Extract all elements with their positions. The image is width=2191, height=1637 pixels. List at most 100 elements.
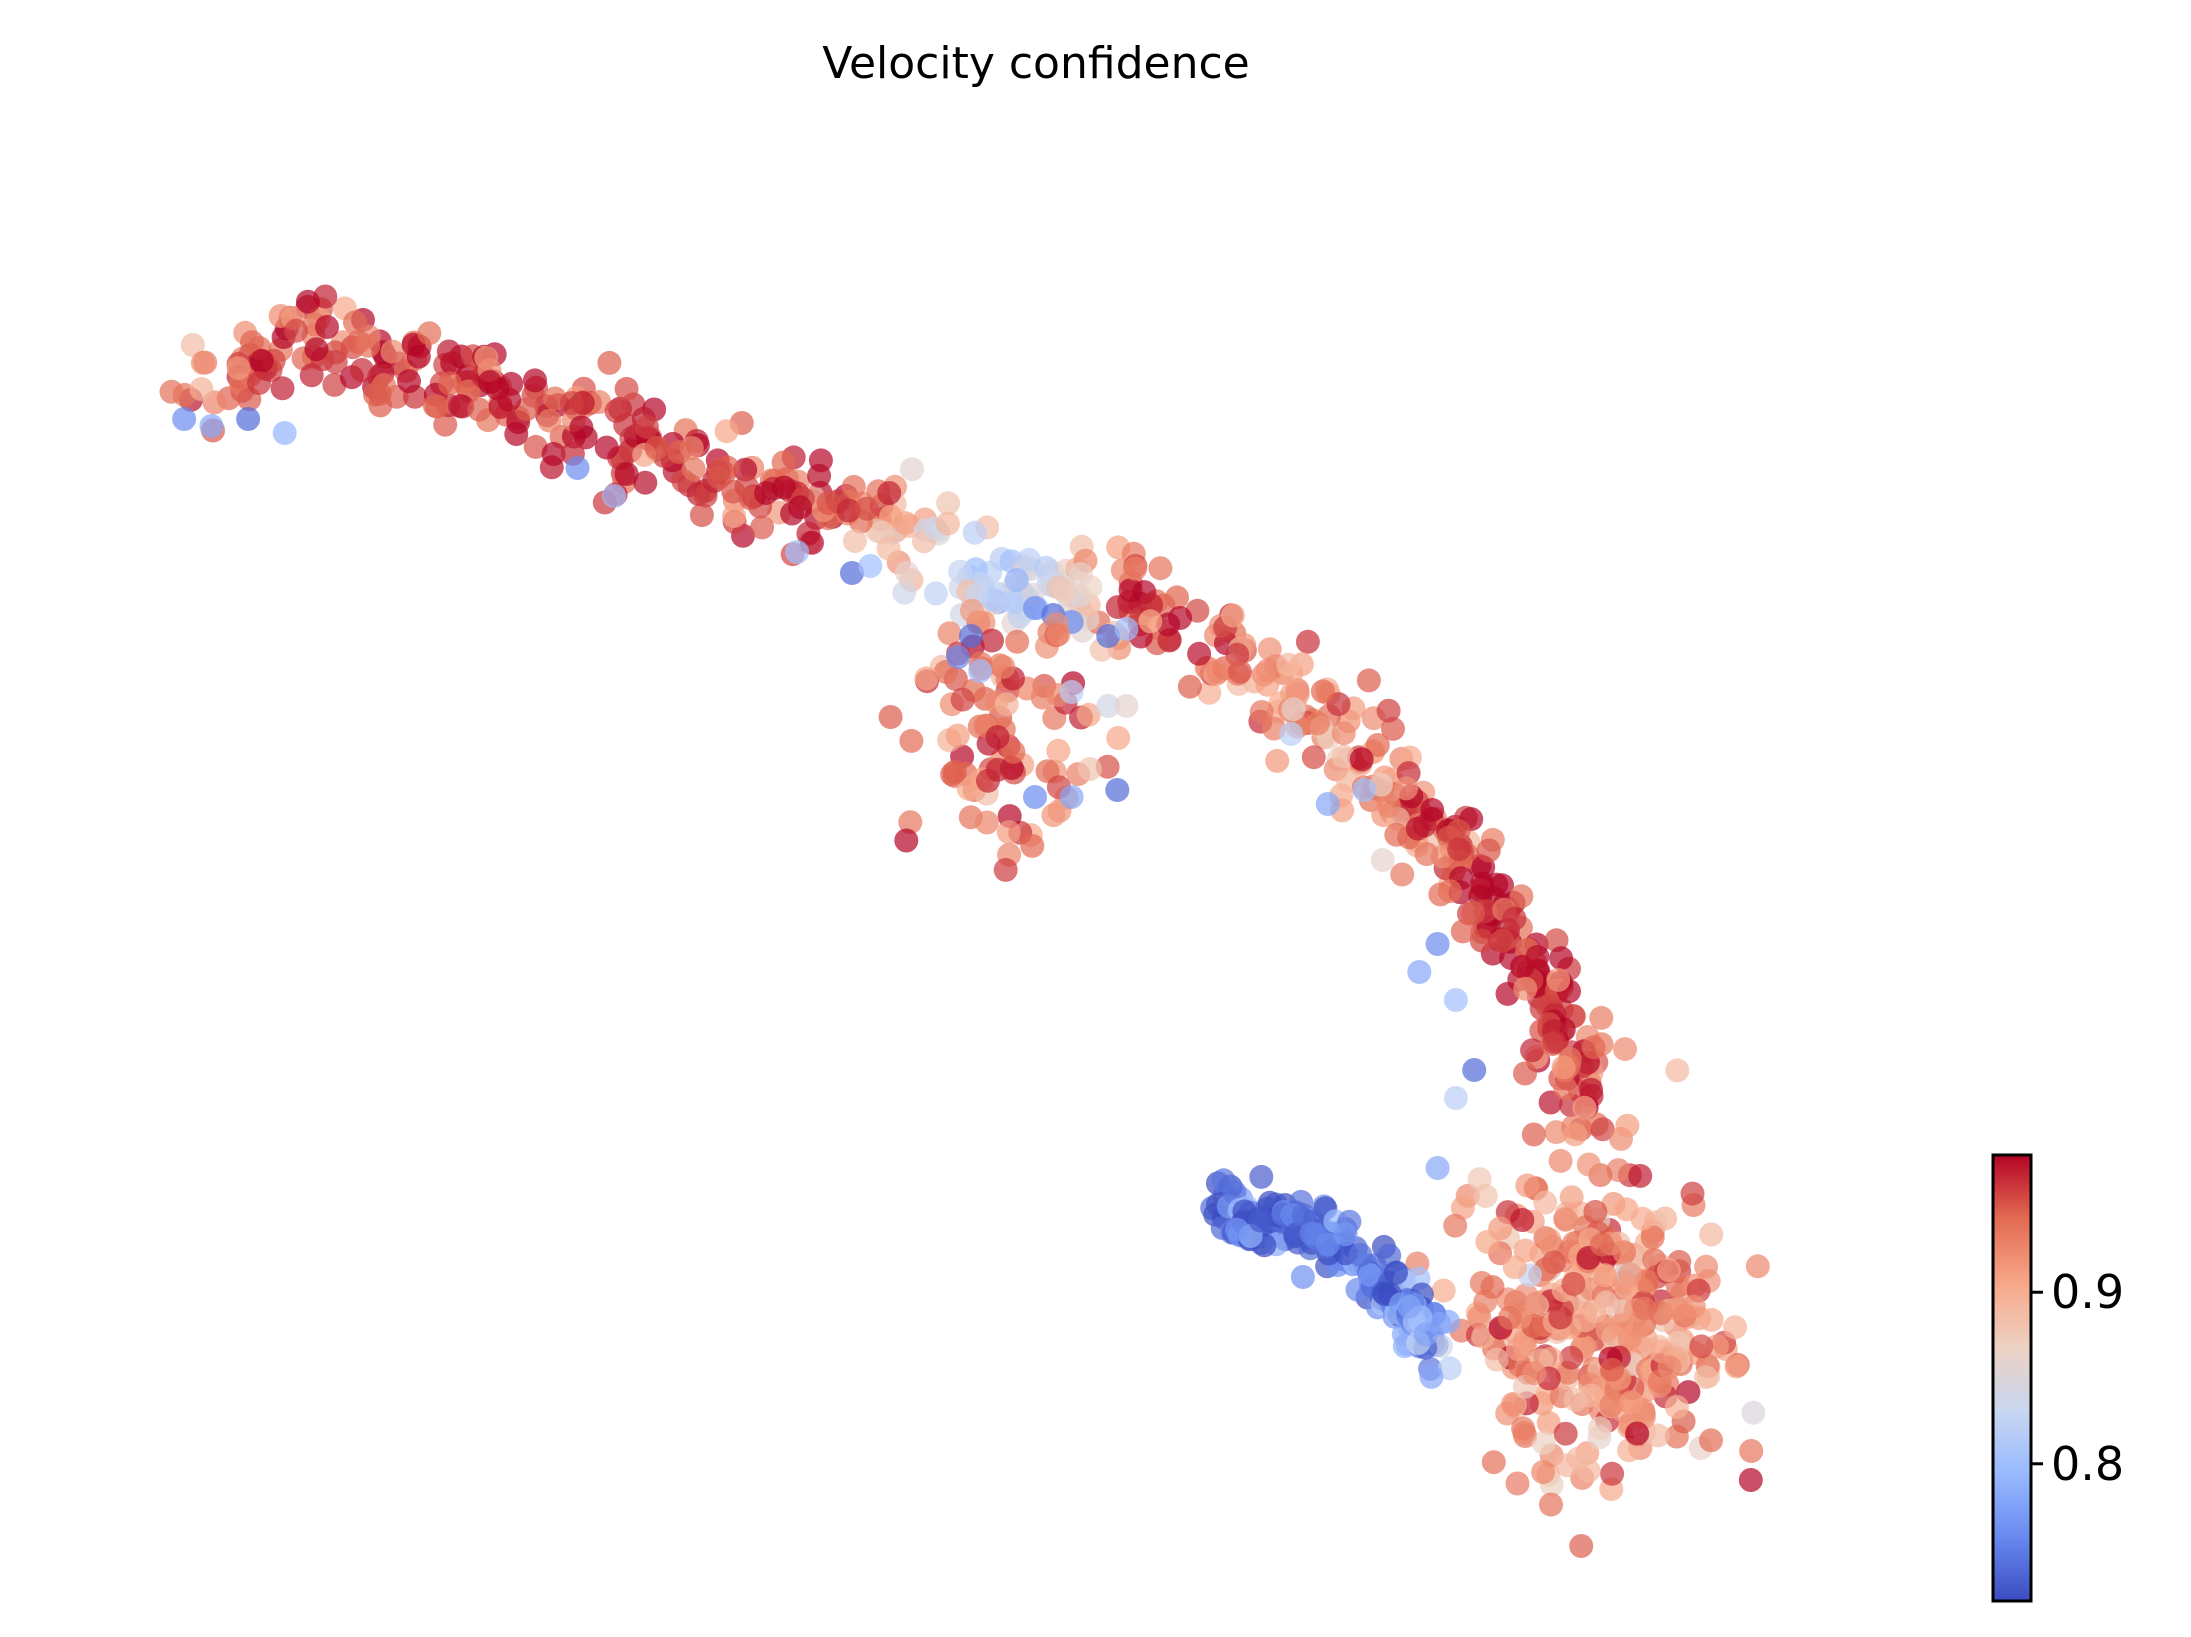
scatter-point-210 [722, 504, 747, 529]
scatter-point-555 [1469, 928, 1494, 953]
scatter-point-55 [315, 315, 339, 339]
scatter-point-26 [190, 350, 215, 375]
scatter-point-156 [597, 350, 622, 375]
scatter-point-1109 [1559, 1185, 1584, 1210]
scatter-point-471 [1365, 733, 1390, 757]
scatter-point-159 [614, 376, 639, 401]
scatter-point-1141 [1657, 1355, 1682, 1380]
scatter-point-212 [714, 419, 739, 444]
scatter-point-158 [569, 415, 594, 440]
scatter-point-474 [1349, 747, 1374, 772]
scatter-point-404 [1295, 629, 1320, 654]
scatter-point-364 [1123, 556, 1148, 581]
scatter-point-79 [350, 358, 374, 382]
scatter-point-670 [1443, 1086, 1468, 1110]
scatter-point-416 [1206, 659, 1231, 684]
scatter-point-933 [1536, 1410, 1561, 1435]
colorbar-tick-label-0: 0.8 [2051, 1437, 2124, 1491]
scatter-point-408 [1187, 641, 1212, 666]
scatter-point-641 [1553, 1075, 1578, 1100]
scatter-point-764 [1059, 680, 1084, 704]
scatter-point-279 [877, 481, 902, 505]
scatter-point-1135 [1588, 1416, 1612, 1441]
scatter-point-306 [962, 520, 987, 545]
scatter-point-89 [417, 321, 442, 346]
scatter-point-271 [842, 529, 867, 553]
scatter-point-185 [594, 435, 619, 460]
scatter-point-226 [771, 450, 796, 475]
scatter-point-293 [935, 511, 960, 536]
scatter-point-653 [894, 561, 919, 585]
scatter-point-971 [1694, 1254, 1719, 1279]
scatter-point-447 [1305, 711, 1330, 736]
scatter-point-1127 [1443, 1213, 1468, 1238]
scatter-point-1132 [1531, 1460, 1556, 1485]
scatter-point-1054 [1505, 1471, 1530, 1496]
scatter-point-525 [1414, 842, 1439, 867]
scatter-point-1138 [1609, 1313, 1634, 1338]
scatter-point-745 [991, 654, 1016, 679]
scatter-point-741 [894, 828, 919, 853]
scatter-point-1149 [1619, 1390, 1644, 1415]
scatter-point-799 [1431, 1278, 1456, 1303]
scatter-point-645 [199, 414, 224, 438]
scatter-point-1288 [1348, 1243, 1373, 1267]
scatter-point-1262 [1333, 1222, 1358, 1247]
scatter-point-160 [559, 391, 584, 415]
scatter-point-666 [1443, 988, 1468, 1012]
scatter-point-1093 [1539, 1492, 1563, 1517]
scatter-point-2 [180, 333, 205, 357]
scatter-point-503 [1390, 862, 1415, 887]
scatter-point-1065 [1475, 1229, 1500, 1254]
scatter-point-1142 [1497, 1305, 1522, 1330]
scatter-point-643 [1551, 1055, 1576, 1080]
scatter-point-808 [1699, 1222, 1724, 1247]
scatter-point-1205 [1248, 1208, 1273, 1233]
scatter-point-754 [985, 725, 1010, 750]
scatter-point-1047 [1533, 1190, 1558, 1215]
scatter-point-1077 [1583, 1199, 1608, 1224]
scatter-point-647 [272, 421, 297, 445]
scatter-point-1039 [1680, 1181, 1705, 1206]
scatter-point-272 [893, 511, 918, 536]
scatter-point-500 [1376, 793, 1401, 818]
scatter-point-1061 [1521, 1122, 1546, 1147]
scatter-point-292 [936, 491, 961, 516]
scatter-point-761 [959, 624, 983, 648]
scatter-point-677 [1106, 726, 1131, 750]
scatter-point-1133 [1625, 1421, 1650, 1446]
scatter-point-802 [1745, 1254, 1770, 1279]
scatter-point-287 [923, 581, 948, 606]
scatter-point-864 [1613, 1037, 1637, 1062]
scatter-point-1150 [1553, 1207, 1578, 1232]
scatter-point-191 [634, 414, 659, 439]
scatter-point-1116 [1576, 1152, 1601, 1177]
scatter-point-65 [304, 337, 329, 362]
scatter-point-82 [380, 339, 405, 364]
scatter-point-1130 [1689, 1334, 1714, 1359]
scatter-point-642 [1579, 1077, 1604, 1102]
scatter-point-767 [1077, 757, 1102, 781]
scatter-point-419 [1251, 662, 1276, 687]
scatter-point-763 [968, 659, 993, 683]
scatter-point-656 [1023, 596, 1047, 620]
scatter-point-750 [993, 857, 1018, 882]
scatter-point-633 [1589, 1005, 1614, 1030]
scatter-point-550 [1509, 884, 1534, 909]
scatter-point-667 [1407, 960, 1432, 984]
scatter-point-1110 [1480, 1275, 1505, 1300]
scatter-point-391 [1168, 606, 1193, 630]
scatter-point-463 [1331, 744, 1356, 769]
scatter-point-381 [1148, 556, 1173, 581]
scatter-point-999 [1724, 1354, 1749, 1379]
scatter-point-46 [270, 376, 295, 401]
scatter-point-699 [1005, 629, 1030, 654]
scatter-point-674 [1046, 738, 1071, 763]
scatter-point-54 [295, 289, 320, 314]
scatter-point-466 [1376, 698, 1401, 723]
scatter-point-912 [1739, 1439, 1764, 1463]
scatter-point-649 [602, 484, 627, 508]
scatter-point-578 [1502, 906, 1527, 931]
scatter-point-663 [1315, 792, 1340, 816]
scatter-point-748 [985, 757, 1010, 782]
